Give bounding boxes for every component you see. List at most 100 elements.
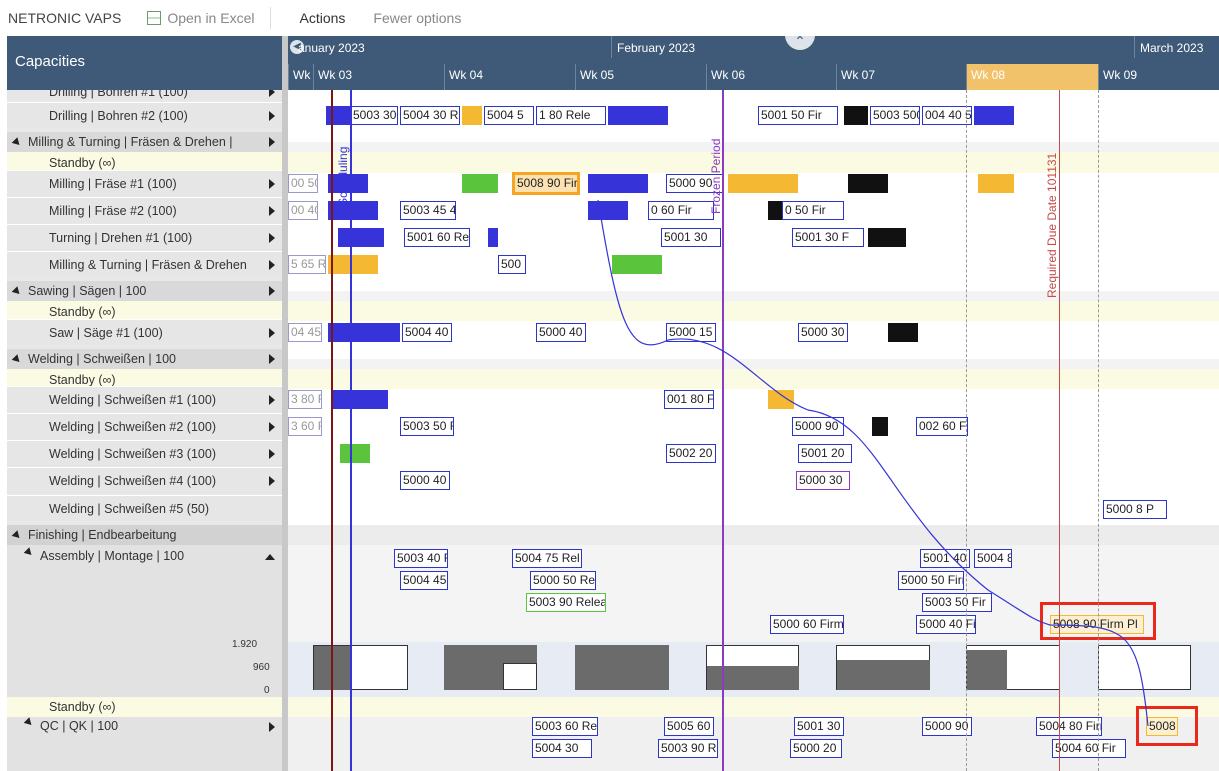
operation-bar[interactable]: 3 60 R xyxy=(288,417,322,436)
operation-bar[interactable]: 5000 30 xyxy=(798,323,848,342)
assembly-row[interactable]: Assembly | Montage | 100 xyxy=(7,545,282,697)
operation-bar[interactable]: 500 xyxy=(498,255,526,274)
operation-bar[interactable]: 5 65 R xyxy=(288,255,326,274)
qc-row[interactable]: QC | QK | 100 xyxy=(7,717,282,771)
operation-bar[interactable]: 0 60 Fir xyxy=(648,201,714,220)
expand-arrow-icon[interactable] xyxy=(269,205,275,216)
operation-bar[interactable]: 5002 20 xyxy=(666,444,716,463)
collapse-triangle-icon[interactable] xyxy=(11,136,23,148)
operation-bar[interactable]: 1 80 Rele xyxy=(536,106,606,125)
schedule-area[interactable]: 5003 30 5004 30 R 5004 5 1 80 Rele 5001 … xyxy=(288,90,1219,771)
expand-arrow-icon[interactable] xyxy=(269,178,275,189)
operation-block[interactable] xyxy=(462,174,498,193)
resource-row[interactable]: Welding | Schweißen #4 (100) xyxy=(7,467,282,493)
operation-block[interactable] xyxy=(488,228,498,247)
operation-bar[interactable]: 5000 50 Rele xyxy=(530,571,596,590)
expand-arrow-icon[interactable] xyxy=(269,421,275,432)
operation-bar[interactable]: 5005 60 R xyxy=(664,717,714,736)
operation-bar[interactable]: 5001 60 Re xyxy=(404,228,470,247)
operation-block[interactable] xyxy=(608,106,668,125)
operation-bar[interactable]: 5003 50 Fir xyxy=(922,593,992,612)
scroll-back-icon[interactable]: ◀ xyxy=(290,40,304,54)
collapse-triangle-icon[interactable] xyxy=(11,529,23,541)
resource-row[interactable]: Welding | Schweißen #1 (100) xyxy=(7,386,282,412)
operation-bar[interactable]: 5000 50 Firm xyxy=(898,571,964,590)
operation-bar[interactable]: 3 80 R xyxy=(288,390,322,409)
operation-bar[interactable]: 5003 45 4 xyxy=(400,201,456,220)
operation-bar[interactable]: 5000 40 xyxy=(536,323,586,342)
operation-bar[interactable]: 00 40 xyxy=(288,201,318,220)
operation-bar[interactable]: 5000 40 xyxy=(400,471,450,490)
operation-block[interactable] xyxy=(978,174,1014,193)
collapse-triangle-icon[interactable] xyxy=(11,285,23,297)
gantt-chart[interactable]: ◀ anuary 2023 February 2023 March 2023 ⌃… xyxy=(288,36,1219,771)
operation-block[interactable] xyxy=(868,228,906,247)
standby-row[interactable]: Standby (∞) xyxy=(7,301,282,322)
operation-bar[interactable]: 5004 5 xyxy=(484,106,534,125)
operation-bar[interactable]: 5000 8 P xyxy=(1103,500,1167,519)
standby-row[interactable]: Standby (∞) xyxy=(7,152,282,173)
expand-arrow-icon[interactable] xyxy=(269,232,275,243)
operation-block[interactable] xyxy=(588,201,628,220)
operation-block[interactable] xyxy=(340,444,370,463)
operation-block[interactable] xyxy=(612,255,662,274)
operation-bar[interactable]: 5000 90 xyxy=(792,417,844,436)
operation-bar[interactable]: 5003 50 F xyxy=(400,417,454,436)
operation-bar[interactable]: 5001 30 xyxy=(661,228,721,247)
operation-bar[interactable]: 5004 8 xyxy=(974,549,1012,568)
operation-bar[interactable]: 5000 90 xyxy=(922,717,972,736)
operation-bar[interactable]: 5000 15 xyxy=(666,323,716,342)
expand-arrow-icon[interactable] xyxy=(269,90,275,97)
resource-row[interactable]: Milling & Turning | Fräsen & Drehen xyxy=(7,251,282,277)
resource-row[interactable]: Milling | Fräse #1 (100) xyxy=(7,170,282,196)
operation-bar[interactable]: 5001 30 F xyxy=(792,228,864,247)
expand-arrow-icon[interactable] xyxy=(269,448,275,459)
operation-bar[interactable]: 5000 20 xyxy=(790,739,842,758)
collapse-header-icon[interactable]: ⌃ xyxy=(785,36,815,50)
operation-bar[interactable]: 5003 500 xyxy=(870,106,920,125)
operation-block[interactable] xyxy=(848,174,888,193)
selected-operation-bar[interactable]: 5008 90 Fir xyxy=(512,172,580,195)
collapse-arrow-icon[interactable] xyxy=(265,554,275,560)
operation-bar[interactable]: 5008 xyxy=(1146,717,1178,736)
operation-bar[interactable]: 5000 30 xyxy=(796,471,850,490)
expand-arrow-icon[interactable] xyxy=(269,394,275,405)
operation-block[interactable] xyxy=(974,106,1014,125)
operation-block[interactable] xyxy=(338,228,384,247)
group-row[interactable]: Finishing | Endbearbeitung xyxy=(7,525,282,545)
operation-block[interactable] xyxy=(462,106,482,125)
expand-arrow-icon[interactable] xyxy=(269,475,275,486)
operation-bar[interactable]: 5000 60 Firm xyxy=(770,615,844,634)
operation-bar[interactable]: 002 60 F xyxy=(916,417,968,436)
operation-bar[interactable]: 001 80 F xyxy=(664,390,714,409)
fewer-options-button[interactable]: Fewer options xyxy=(373,9,462,26)
operation-bar[interactable]: 5003 90 Relea xyxy=(526,593,606,612)
operation-bar[interactable]: 5001 30 xyxy=(794,717,844,736)
operation-bar[interactable]: 5000 90 xyxy=(666,174,724,193)
operation-block[interactable] xyxy=(332,390,388,409)
operation-bar[interactable]: 5003 30 xyxy=(350,106,398,125)
group-row[interactable]: Welding | Schweißen | 100 xyxy=(7,349,282,369)
resource-row[interactable]: Turning | Drehen #1 (100) xyxy=(7,224,282,250)
operation-bar[interactable]: 0 50 Fir xyxy=(782,201,844,220)
resource-row[interactable]: Drilling | Bohren #2 (100) xyxy=(7,102,282,128)
collapse-triangle-icon[interactable] xyxy=(23,717,35,728)
expand-arrow-icon[interactable] xyxy=(269,137,275,147)
operation-bar[interactable]: 5004 30 xyxy=(532,739,592,758)
operation-block[interactable] xyxy=(328,255,378,274)
operation-bar[interactable]: 5003 40 R xyxy=(394,549,448,568)
operation-bar[interactable]: 00 50 xyxy=(288,174,318,193)
operation-bar[interactable]: 5004 75 Rel xyxy=(512,549,582,568)
operation-bar[interactable]: 5004 45 xyxy=(400,571,448,590)
operation-bar[interactable]: 5000 40 Fir xyxy=(916,615,976,634)
expand-arrow-icon[interactable] xyxy=(269,354,275,364)
operation-block[interactable] xyxy=(328,201,378,220)
operation-block[interactable] xyxy=(328,174,368,193)
open-in-excel-button[interactable]: Open in Excel xyxy=(147,10,254,26)
operation-bar[interactable]: 5004 30 R xyxy=(400,106,460,125)
collapse-triangle-icon[interactable] xyxy=(23,547,35,558)
expand-arrow-icon[interactable] xyxy=(269,259,275,270)
operation-bar[interactable]: 5003 90 R xyxy=(658,739,718,758)
expand-arrow-icon[interactable] xyxy=(269,327,275,338)
group-row[interactable]: Sawing | Sägen | 100 xyxy=(7,281,282,301)
